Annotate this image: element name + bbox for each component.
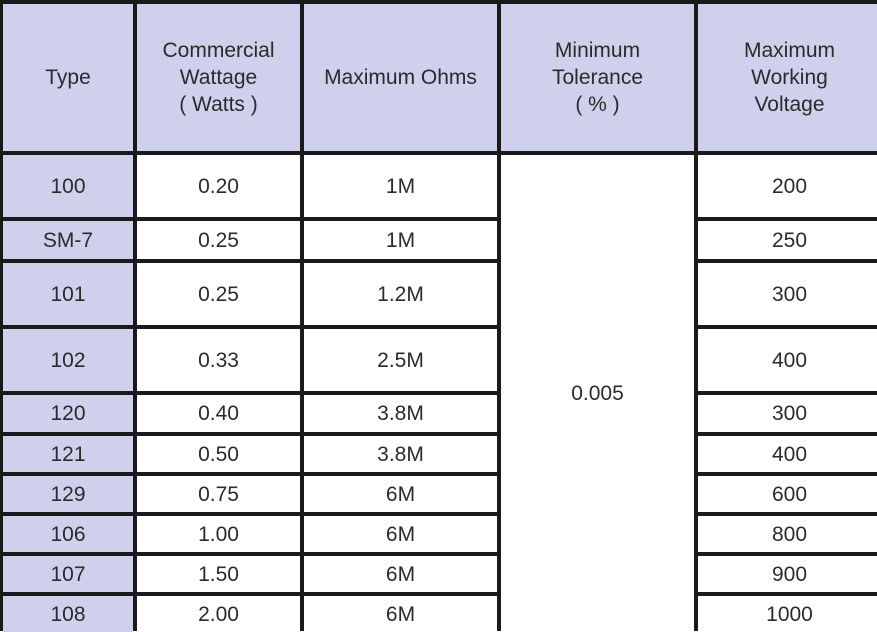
header-max-ohms-line: Maximum Ohms	[324, 66, 477, 89]
cell-tolerance-merged: 0.005	[501, 155, 694, 632]
header-type: Type	[3, 4, 133, 151]
header-voltage-line: Working	[751, 66, 828, 89]
header-max-ohms: Maximum Ohms	[304, 4, 497, 151]
cell-max-ohms: 1.2M	[304, 263, 497, 325]
header-voltage-line: Maximum	[743, 39, 835, 62]
cell-type: 108	[3, 596, 133, 632]
cell-type: 107	[3, 556, 133, 592]
cell-max-ohms: 2.5M	[304, 329, 497, 391]
cell-type: 129	[3, 476, 133, 512]
cell-wattage: 0.40	[137, 395, 300, 432]
cell-max-ohms: 6M	[304, 556, 497, 592]
header-tolerance-line: Tolerance	[551, 66, 644, 89]
header-wattage-line: Wattage	[179, 66, 258, 89]
cell-type: SM-7	[3, 221, 133, 259]
header-wattage: Commercial Wattage ( Watts )	[137, 4, 300, 151]
header-wattage-line: ( Watts )	[179, 93, 258, 116]
cell-voltage: 300	[698, 263, 877, 325]
cell-wattage: 0.75	[137, 476, 300, 512]
cell-voltage: 1000	[698, 596, 877, 632]
cell-type: 101	[3, 263, 133, 325]
cell-voltage: 300	[698, 395, 877, 432]
cell-max-ohms: 6M	[304, 476, 497, 512]
cell-type: 121	[3, 436, 133, 472]
cell-type: 102	[3, 329, 133, 391]
cell-type: 120	[3, 395, 133, 432]
cell-wattage: 0.25	[137, 221, 300, 259]
header-tolerance: Minimum Tolerance ( % )	[501, 4, 694, 151]
cell-voltage: 900	[698, 556, 877, 592]
header-voltage: Maximum Working Voltage	[698, 4, 877, 151]
header-voltage-line: Voltage	[754, 93, 825, 116]
cell-voltage: 400	[698, 329, 877, 391]
cell-wattage: 0.20	[137, 155, 300, 217]
cell-type: 106	[3, 516, 133, 552]
cell-max-ohms: 1M	[304, 155, 497, 217]
cell-voltage: 400	[698, 436, 877, 472]
cell-wattage: 2.00	[137, 596, 300, 632]
cell-wattage: 0.50	[137, 436, 300, 472]
cell-wattage: 0.33	[137, 329, 300, 391]
header-wattage-line: Commercial	[162, 39, 275, 62]
cell-wattage: 1.50	[137, 556, 300, 592]
cell-max-ohms: 6M	[304, 596, 497, 632]
cell-wattage: 0.25	[137, 263, 300, 325]
header-type-line: Type	[45, 66, 91, 89]
cell-max-ohms: 3.8M	[304, 395, 497, 432]
cell-voltage: 600	[698, 476, 877, 512]
cell-voltage: 200	[698, 155, 877, 217]
cell-voltage: 250	[698, 221, 877, 259]
cell-max-ohms: 3.8M	[304, 436, 497, 472]
cell-max-ohms: 6M	[304, 516, 497, 552]
cell-voltage: 800	[698, 516, 877, 552]
cell-max-ohms: 1M	[304, 221, 497, 259]
header-tolerance-line: ( % )	[575, 93, 620, 116]
cell-wattage: 1.00	[137, 516, 300, 552]
cell-type: 100	[3, 155, 133, 217]
header-tolerance-line: Minimum	[554, 39, 641, 62]
